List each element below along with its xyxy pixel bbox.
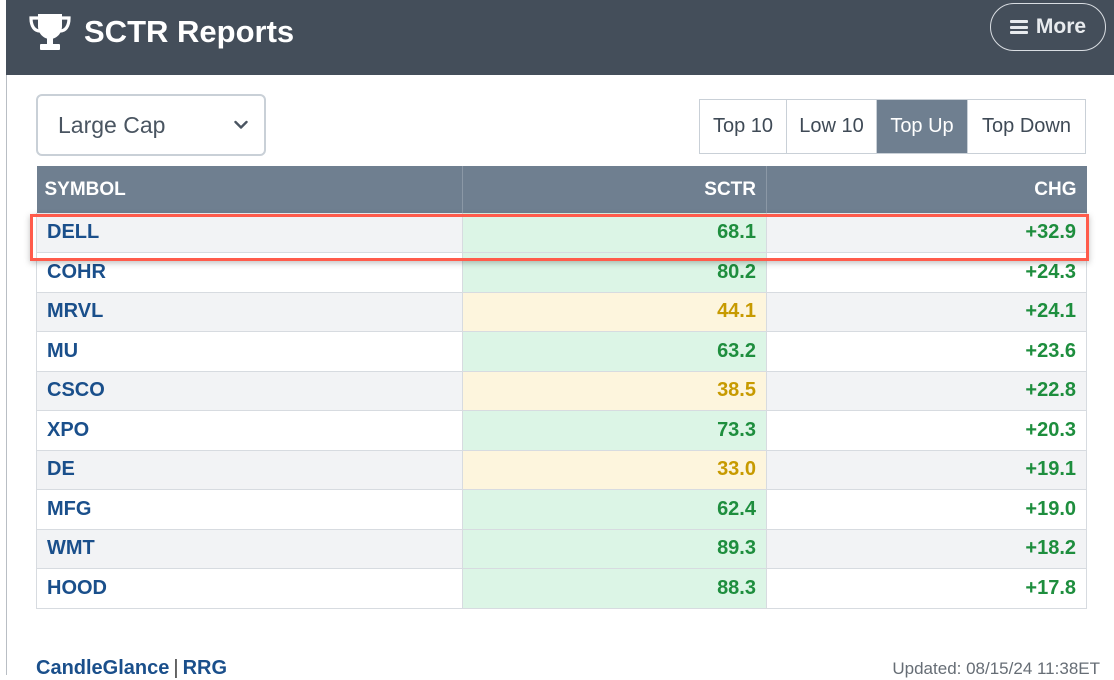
tab-top-down[interactable]: Top Down	[968, 100, 1085, 153]
symbol-cell[interactable]: DE	[36, 450, 463, 490]
page-title: SCTR Reports	[84, 14, 295, 49]
tab-low-10[interactable]: Low 10	[787, 100, 877, 153]
chg-cell: +17.8	[766, 568, 1087, 609]
footer-separator: |	[173, 657, 179, 679]
column-header-symbol[interactable]: SYMBOL	[36, 166, 463, 213]
hamburger-icon	[1009, 20, 1028, 34]
symbol-cell[interactable]: MRVL	[36, 292, 463, 332]
table-row[interactable]: WMT 89.3 +18.2	[36, 529, 1087, 569]
sctr-cell: 33.0	[462, 450, 767, 490]
chevron-down-icon	[234, 120, 248, 129]
sctr-cell: 63.2	[462, 331, 767, 372]
more-button[interactable]: More	[990, 3, 1106, 51]
candleglance-link[interactable]: CandleGlance	[36, 657, 170, 679]
table-row[interactable]: DE 33.0 +19.1	[36, 450, 1087, 490]
symbol-cell[interactable]: XPO	[36, 410, 463, 451]
rrg-link[interactable]: RRG	[182, 657, 228, 679]
chg-cell: +23.6	[766, 331, 1087, 372]
trophy-icon	[29, 14, 71, 50]
symbol-cell[interactable]: COHR	[36, 252, 463, 293]
report-tabs: Top 10 Low 10 Top Up Top Down	[699, 99, 1086, 154]
table-row[interactable]: MRVL 44.1 +24.1	[36, 292, 1087, 332]
chg-cell: +32.9	[766, 213, 1087, 253]
table-row[interactable]: CSCO 38.5 +22.8	[36, 371, 1087, 411]
chg-cell: +19.1	[766, 450, 1087, 490]
chg-cell: +24.3	[766, 252, 1087, 293]
tab-top-up[interactable]: Top Up	[877, 100, 968, 153]
sctr-cell: 73.3	[462, 410, 767, 451]
sctr-cell: 88.3	[462, 568, 767, 609]
chg-cell: +18.2	[766, 529, 1087, 569]
table-row[interactable]: XPO 73.3 +20.3	[36, 410, 1087, 451]
market-cap-select[interactable]: Large Cap	[36, 94, 266, 156]
sctr-cell: 38.5	[462, 371, 767, 411]
chg-cell: +22.8	[766, 371, 1087, 411]
sctr-cell: 89.3	[462, 529, 767, 569]
app-header: SCTR Reports More	[6, 0, 1114, 75]
sctr-cell: 44.1	[462, 292, 767, 332]
column-header-sctr[interactable]: SCTR	[462, 166, 767, 213]
sctr-cell: 62.4	[462, 489, 767, 530]
market-cap-select-value: Large Cap	[58, 111, 166, 138]
sctr-cell: 80.2	[462, 252, 767, 293]
footer-links: CandleGlance | RRG	[36, 656, 227, 680]
column-header-chg[interactable]: CHG	[766, 166, 1087, 213]
table-row[interactable]: MU 63.2 +23.6	[36, 331, 1087, 372]
tab-top-10[interactable]: Top 10	[700, 100, 787, 153]
chg-cell: +20.3	[766, 410, 1087, 451]
symbol-cell[interactable]: WMT	[36, 529, 463, 569]
chg-cell: +19.0	[766, 489, 1087, 530]
table-row[interactable]: COHR 80.2 +24.3	[36, 252, 1087, 293]
symbol-cell[interactable]: MU	[36, 331, 463, 372]
more-button-label: More	[1035, 15, 1087, 38]
symbol-cell[interactable]: CSCO	[36, 371, 463, 411]
table-row[interactable]: HOOD 88.3 +17.8	[36, 568, 1087, 609]
table-row[interactable]: MFG 62.4 +19.0	[36, 489, 1087, 530]
sctr-cell: 68.1	[462, 213, 767, 253]
symbol-cell[interactable]: HOOD	[36, 568, 463, 609]
sctr-table: SYMBOL SCTR CHG DELL 68.1 +32.9 COHR 80.2 +24…	[36, 166, 1087, 609]
table-header-row: SYMBOL SCTR CHG	[36, 166, 1087, 213]
symbol-cell[interactable]: MFG	[36, 489, 463, 530]
chg-cell: +24.1	[766, 292, 1087, 332]
updated-timestamp: Updated: 08/15/24 11:38ET	[892, 659, 1100, 678]
symbol-cell[interactable]: DELL	[36, 213, 463, 253]
table-row[interactable]: DELL 68.1 +32.9	[36, 213, 1087, 253]
